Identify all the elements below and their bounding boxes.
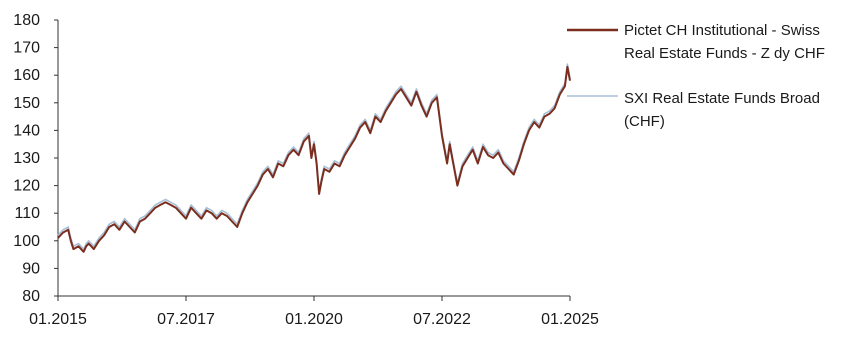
plot-area <box>57 63 571 253</box>
y-tick-label: 170 <box>13 40 40 57</box>
legend-label-sxi-benchmark: SXI Real Estate Funds Broad <box>624 90 820 107</box>
y-tick-label: 150 <box>13 95 40 112</box>
y-tick-label: 180 <box>13 12 40 29</box>
y-tick-label: 100 <box>13 233 40 250</box>
legend: Pictet CH Institutional - Swiss Real Esta… <box>567 22 825 130</box>
legend-label-pictet-fund: Real Estate Funds - Z dy CHF <box>624 45 825 62</box>
x-tick-label: 01.2015 <box>29 311 87 328</box>
y-tick-label: 130 <box>13 150 40 167</box>
series-line-pictet-fund <box>57 65 571 253</box>
y-tick-label: 80 <box>22 288 40 305</box>
y-axis: 80 90 100 110 120 130 140 150 160 170 180 <box>13 12 59 305</box>
x-axis: 01.2015 07.2017 01.2020 07.2022 01.2025 <box>29 295 599 328</box>
y-tick-label: 120 <box>13 178 40 195</box>
x-tick-label: 07.2017 <box>157 311 215 328</box>
y-tick-label: 110 <box>14 205 40 222</box>
y-tick-label: 140 <box>13 122 40 139</box>
y-tick-label: 160 <box>13 67 40 84</box>
legend-label-pictet-fund: Pictet CH Institutional - Swiss <box>624 22 820 39</box>
y-tick-label: 90 <box>22 260 40 277</box>
x-tick-label: 01.2020 <box>285 311 343 328</box>
x-tick-label: 01.2025 <box>541 311 599 328</box>
legend-label-sxi-benchmark: (CHF) <box>624 113 665 130</box>
x-tick-label: 07.2022 <box>413 311 471 328</box>
